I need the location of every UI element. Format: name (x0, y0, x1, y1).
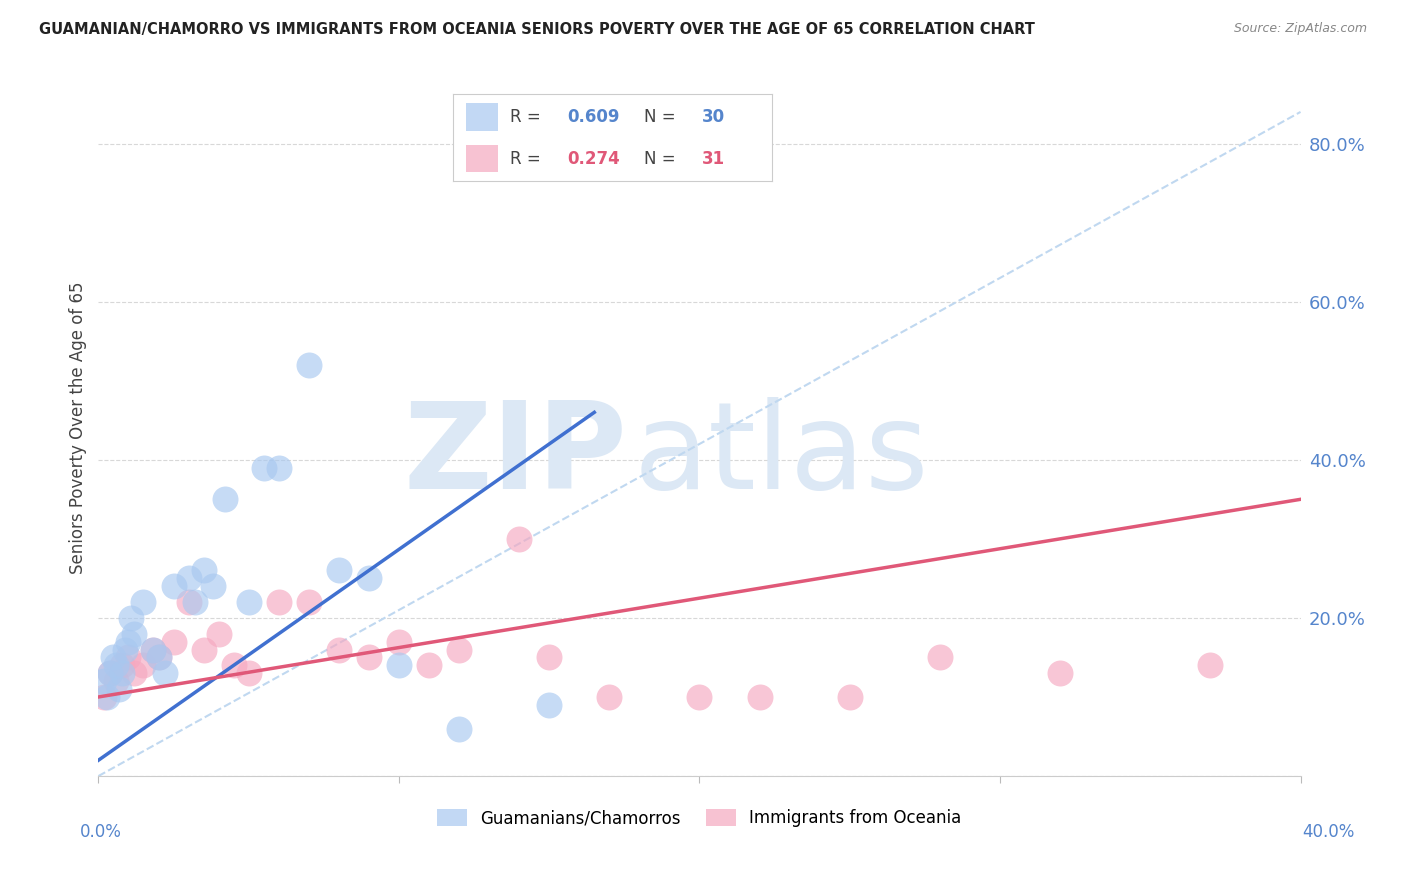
Point (328, 564, 350, 578)
Point (388, 658, 411, 673)
Point (222, 658, 245, 673)
Point (183, 595, 205, 609)
Point (132, 595, 155, 609)
Point (688, 690, 710, 704)
Point (598, 690, 620, 704)
Point (214, 492, 236, 507)
Text: 40.0%: 40.0% (1302, 822, 1355, 840)
Point (124, 626, 146, 640)
Point (267, 595, 290, 609)
Point (103, 650, 125, 665)
Point (96, 690, 118, 704)
Point (100, 666, 122, 681)
Point (108, 681, 131, 696)
Legend: Guamanians/Chamorros, Immigrants from Oceania: Guamanians/Chamorros, Immigrants from Oc… (430, 802, 969, 834)
Point (117, 634, 139, 648)
Point (153, 666, 176, 681)
Point (1049, 666, 1071, 681)
Point (111, 666, 134, 681)
Point (162, 579, 184, 593)
Point (328, 642, 350, 657)
Point (447, 642, 470, 657)
Point (238, 666, 260, 681)
Text: GUAMANIAN/CHAMORRO VS IMMIGRANTS FROM OCEANIA SENIORS POVERTY OVER THE AGE OF 65: GUAMANIAN/CHAMORRO VS IMMIGRANTS FROM OC… (39, 22, 1035, 37)
Point (93, 690, 115, 704)
Point (253, 460, 276, 475)
Point (538, 698, 561, 712)
Point (267, 460, 290, 475)
Point (538, 650, 561, 665)
Point (508, 532, 530, 546)
Point (748, 690, 770, 704)
Point (141, 642, 163, 657)
Point (111, 658, 134, 673)
Point (121, 611, 143, 625)
Point (124, 666, 146, 681)
Point (148, 650, 170, 665)
Text: ZIP: ZIP (404, 398, 627, 515)
Point (838, 690, 860, 704)
Point (141, 642, 163, 657)
Point (298, 358, 321, 372)
Point (357, 571, 380, 585)
Point (447, 722, 470, 736)
Point (114, 642, 136, 657)
Point (93, 674, 115, 689)
Point (929, 650, 952, 665)
Point (177, 571, 200, 585)
Point (100, 666, 122, 681)
Point (177, 595, 200, 609)
Point (208, 626, 231, 640)
Y-axis label: Seniors Poverty Over the Age of 65: Seniors Poverty Over the Age of 65 (69, 282, 87, 574)
Point (357, 650, 380, 665)
Point (193, 564, 215, 578)
Point (201, 579, 224, 593)
Point (418, 658, 440, 673)
Point (1199, 658, 1222, 673)
Text: Source: ZipAtlas.com: Source: ZipAtlas.com (1233, 22, 1367, 36)
Point (193, 642, 215, 657)
Point (117, 650, 139, 665)
Point (298, 595, 321, 609)
Point (105, 658, 128, 673)
Text: atlas: atlas (633, 398, 929, 515)
Point (238, 595, 260, 609)
Point (388, 634, 411, 648)
Point (105, 674, 128, 689)
Point (162, 634, 184, 648)
Point (148, 650, 170, 665)
Point (132, 658, 155, 673)
Text: 0.0%: 0.0% (80, 822, 122, 840)
